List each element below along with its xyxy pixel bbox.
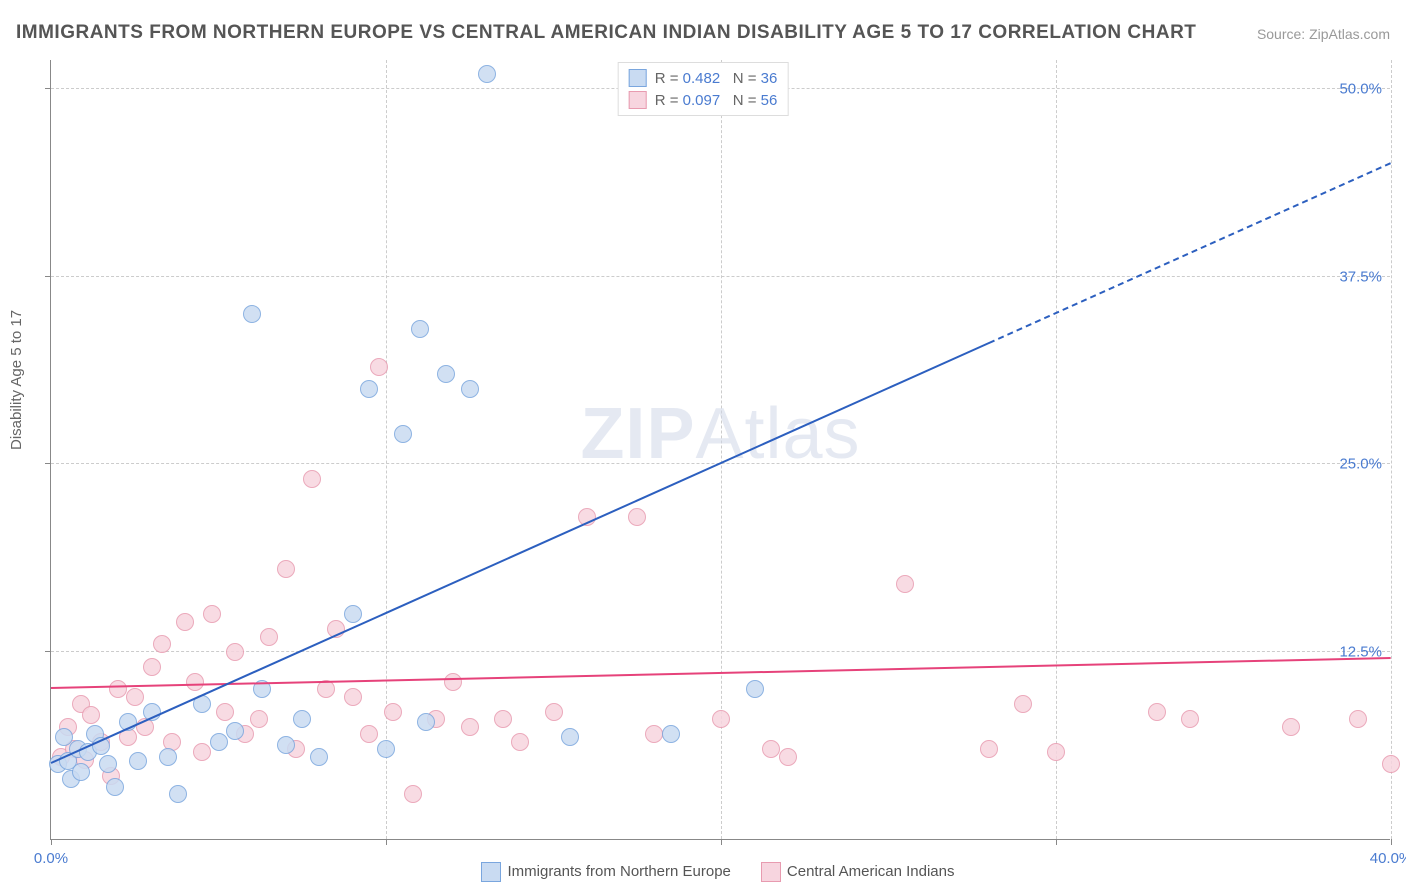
scatter-point [260, 628, 278, 646]
scatter-point [344, 688, 362, 706]
scatter-point [417, 713, 435, 731]
scatter-point [203, 605, 221, 623]
legend-swatch [481, 862, 501, 882]
gridline-v [1391, 60, 1392, 839]
correlation-legend: R = 0.482 N = 36 R = 0.097 N = 56 [618, 62, 789, 116]
scatter-point [1382, 755, 1400, 773]
gridline-v [1056, 60, 1057, 839]
trend-line [51, 342, 990, 764]
chart-title: IMMIGRANTS FROM NORTHERN EUROPE VS CENTR… [16, 22, 1196, 44]
scatter-point [1014, 695, 1032, 713]
scatter-point [243, 305, 261, 323]
trend-line [989, 162, 1392, 344]
scatter-point [293, 710, 311, 728]
scatter-point [1349, 710, 1367, 728]
scatter-point [216, 703, 234, 721]
legend-series-name: Central American Indians [787, 863, 955, 880]
scatter-point [153, 635, 171, 653]
scatter-point [494, 710, 512, 728]
scatter-point [72, 763, 90, 781]
scatter-point [444, 673, 462, 691]
scatter-point [746, 680, 764, 698]
scatter-point [370, 358, 388, 376]
scatter-point [360, 725, 378, 743]
legend-swatch [761, 862, 781, 882]
y-tick-label: 50.0% [1339, 81, 1382, 98]
scatter-point [226, 722, 244, 740]
scatter-point [896, 575, 914, 593]
scatter-point [210, 733, 228, 751]
y-axis-label: Disability Age 5 to 17 [8, 310, 25, 450]
scatter-point [394, 425, 412, 443]
scatter-point [437, 365, 455, 383]
scatter-point [1047, 743, 1065, 761]
scatter-point [645, 725, 663, 743]
scatter-point [143, 658, 161, 676]
scatter-point [561, 728, 579, 746]
scatter-point [303, 470, 321, 488]
scatter-point [628, 508, 646, 526]
scatter-point [277, 560, 295, 578]
scatter-point [1181, 710, 1199, 728]
scatter-point [779, 748, 797, 766]
y-tick-label: 37.5% [1339, 268, 1382, 285]
scatter-point [82, 706, 100, 724]
legend-stats: R = 0.482 N = 36 [655, 70, 778, 87]
scatter-point [277, 736, 295, 754]
scatter-point [126, 688, 144, 706]
scatter-point [99, 755, 117, 773]
scatter-point [310, 748, 328, 766]
scatter-point [360, 380, 378, 398]
scatter-point [980, 740, 998, 758]
scatter-point [226, 643, 244, 661]
scatter-point [404, 785, 422, 803]
legend-row: R = 0.097 N = 56 [629, 89, 778, 111]
gridline-v [386, 60, 387, 839]
scatter-point [1148, 703, 1166, 721]
scatter-point [545, 703, 563, 721]
scatter-point [344, 605, 362, 623]
scatter-point [461, 380, 479, 398]
source-label: Source: ZipAtlas.com [1257, 26, 1390, 42]
scatter-point [762, 740, 780, 758]
scatter-point [1282, 718, 1300, 736]
scatter-point [461, 718, 479, 736]
scatter-point [129, 752, 147, 770]
legend-swatch [629, 91, 647, 109]
scatter-point [411, 320, 429, 338]
legend-stats: R = 0.097 N = 56 [655, 92, 778, 109]
y-tick-label: 25.0% [1339, 456, 1382, 473]
legend-series-name: Immigrants from Northern Europe [507, 863, 730, 880]
scatter-point [193, 743, 211, 761]
scatter-point [478, 65, 496, 83]
scatter-point [511, 733, 529, 751]
scatter-point [384, 703, 402, 721]
scatter-point [662, 725, 680, 743]
scatter-point [377, 740, 395, 758]
scatter-point [106, 778, 124, 796]
scatter-point [250, 710, 268, 728]
scatter-point [169, 785, 187, 803]
scatter-point [176, 613, 194, 631]
scatter-point [109, 680, 127, 698]
series-legend: Immigrants from Northern Europe Central A… [0, 862, 1406, 882]
scatter-point [159, 748, 177, 766]
legend-row: R = 0.482 N = 36 [629, 67, 778, 89]
plot-area: 12.5%25.0%37.5%50.0%0.0%40.0%ZIPAtlas [50, 60, 1390, 840]
scatter-point [186, 673, 204, 691]
scatter-point [712, 710, 730, 728]
legend-swatch [629, 69, 647, 87]
